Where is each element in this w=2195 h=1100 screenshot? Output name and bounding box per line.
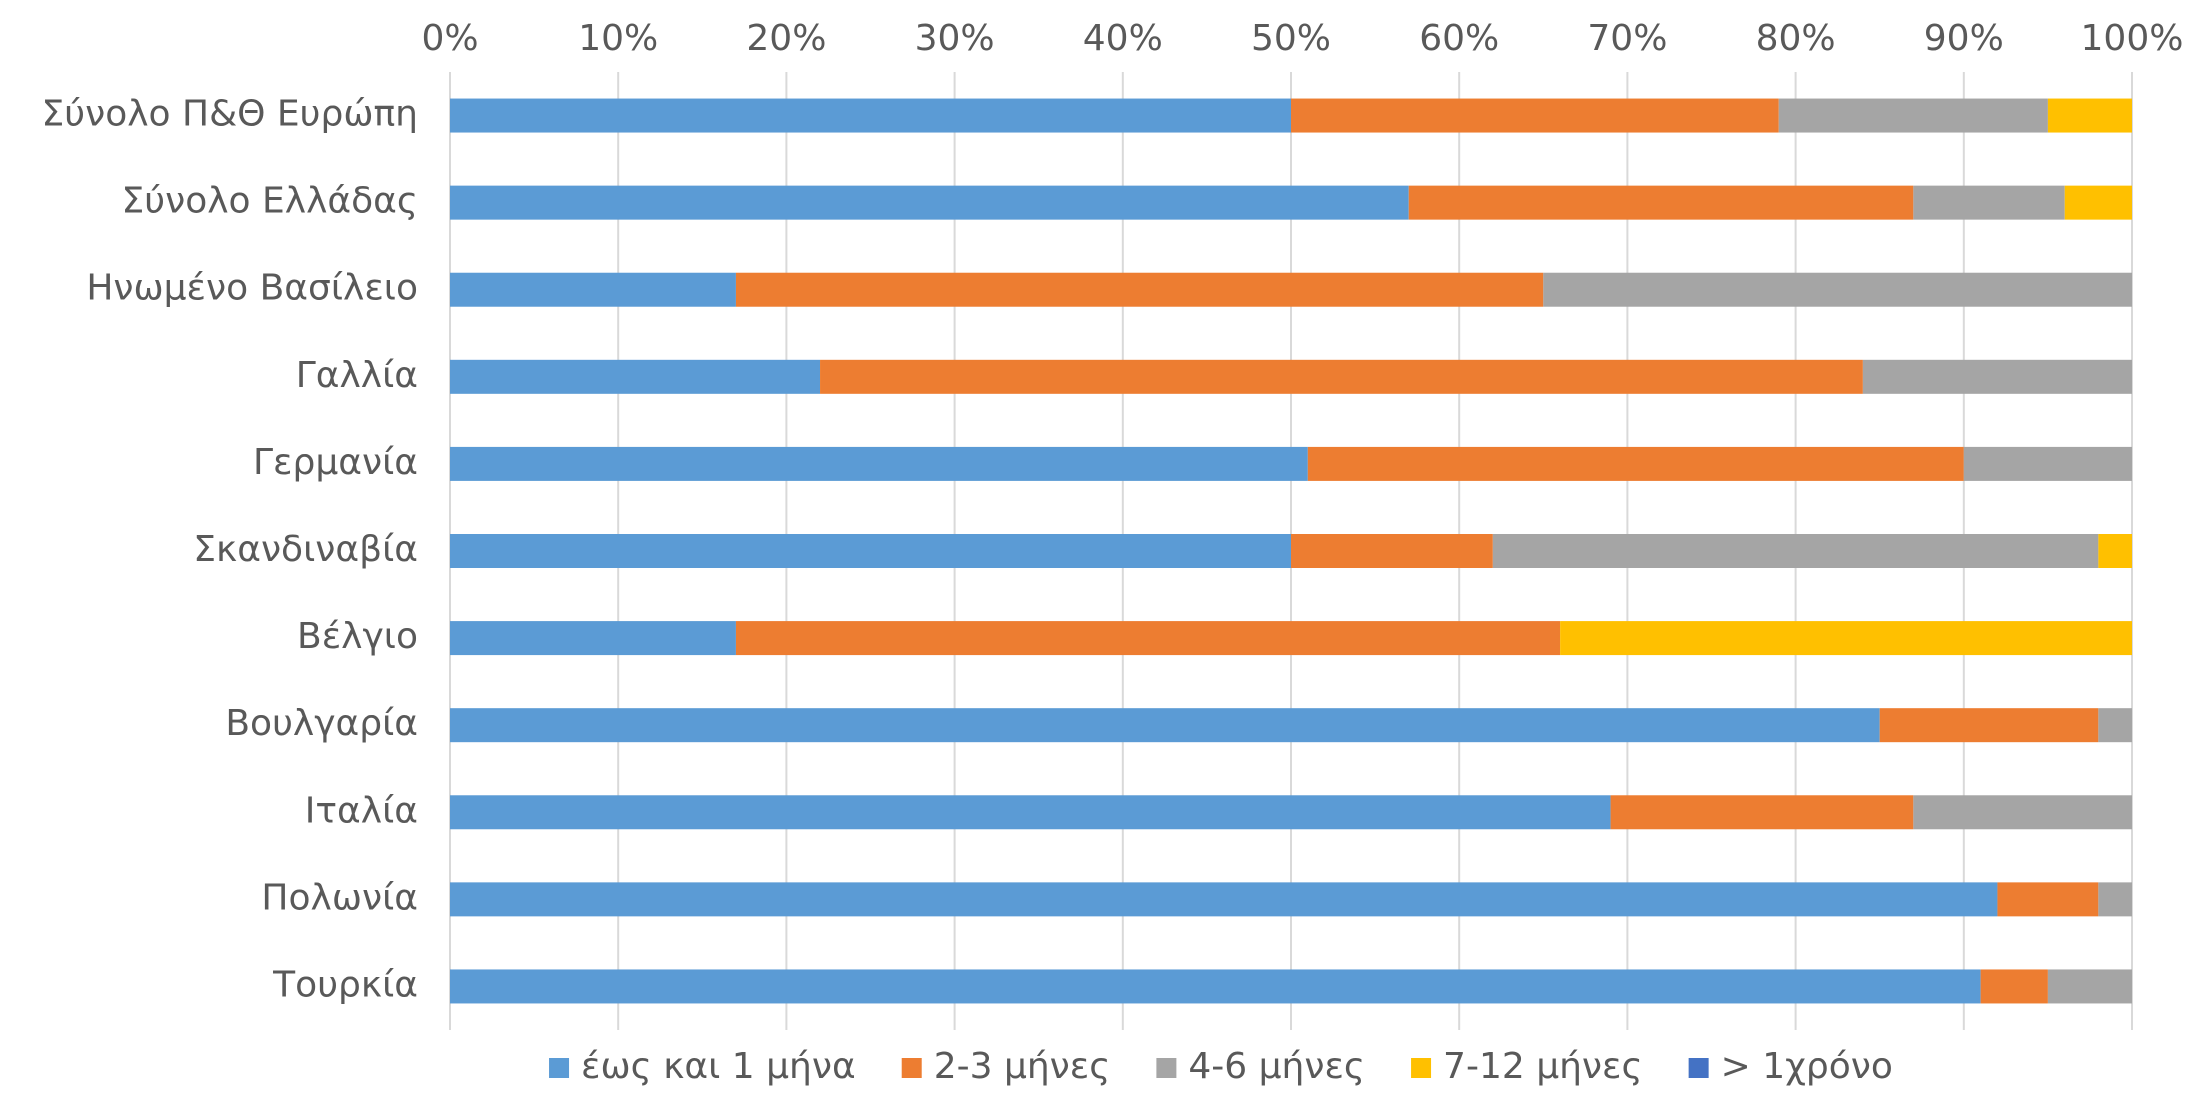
bar-segment	[1560, 621, 2132, 656]
legend-swatch	[901, 1058, 922, 1078]
bar-segment	[1543, 272, 2132, 307]
x-tick-label: 10%	[578, 18, 658, 59]
x-tick-label: 0%	[421, 18, 478, 59]
category-label: Πολωνία	[261, 877, 418, 918]
bar-segment	[2047, 98, 2132, 133]
bar-segment	[1307, 446, 1964, 481]
x-tick-label: 50%	[1251, 18, 1331, 59]
bar-segment	[1492, 534, 2099, 568]
bar-segment	[1778, 98, 2048, 133]
bar-segment	[2047, 969, 2132, 1004]
x-tick-label: 20%	[746, 18, 826, 59]
legend-item: > 1χρόνο	[1688, 1046, 1893, 1087]
bar-segment	[2098, 708, 2132, 743]
x-tick-label: 100%	[2081, 18, 2184, 59]
x-tick-label: 30%	[915, 18, 995, 59]
bar-segment	[735, 621, 1561, 656]
category-label: Σκανδιναβία	[193, 529, 418, 570]
category-label: Σύνολο Π&Θ Ευρώπη	[42, 94, 418, 135]
category-label: Ιταλία	[305, 790, 418, 831]
legend-swatch	[549, 1058, 570, 1078]
bar-segment	[735, 272, 1544, 307]
category-label: Σύνολο Ελλάδας	[122, 181, 418, 222]
bar-segment	[1997, 882, 2099, 917]
category-label: Γαλλία	[296, 355, 418, 396]
legend-label: 7-12 μήνες	[1443, 1046, 1643, 1087]
bar-segment	[1963, 446, 2132, 481]
legend-item: έως και 1 μήνα	[549, 1046, 856, 1087]
bar-segment	[450, 969, 1981, 1004]
legend: έως και 1 μήνα 2-3 μήνες 4-6 μήνες 7-12 μήν…	[549, 1046, 1893, 1087]
bar-segment	[450, 98, 1291, 133]
category-label: Γερμανία	[253, 442, 418, 483]
legend-label: 4-6 μήνες	[1188, 1046, 1365, 1087]
category-labels: Σύνολο Π&Θ Ευρώπη Σύνολο Ελλάδας Ηνωμένο Β…	[42, 94, 418, 1006]
bar-segment	[2098, 534, 2132, 568]
legend-label: 2-3 μήνες	[934, 1046, 1111, 1087]
x-tick-label: 40%	[1083, 18, 1163, 59]
bar-segment	[1291, 534, 1493, 568]
bar-segment	[2064, 185, 2132, 220]
legend-swatch	[1411, 1058, 1432, 1078]
bar-segment	[450, 359, 821, 394]
bar-segment	[1879, 708, 2099, 743]
legend-swatch	[1156, 1058, 1177, 1078]
bar-segment	[450, 534, 1291, 568]
bar-segment	[2098, 882, 2132, 917]
x-axis-ticks: 0% 10% 20% 30% 40% 50% 60% 70% 80% 90% 100%	[421, 18, 2183, 59]
legend-swatch	[1688, 1058, 1709, 1078]
category-label: Βουλγαρία	[225, 703, 418, 744]
category-label: Βέλγιο	[297, 616, 418, 657]
legend-label: > 1χρόνο	[1721, 1046, 1893, 1087]
bar-segment	[450, 882, 1998, 917]
legend-item: 4-6 μήνες	[1156, 1046, 1365, 1087]
legend-item: 2-3 μήνες	[901, 1046, 1111, 1087]
bar-segment	[1913, 795, 2132, 830]
bar-segment	[1913, 185, 2065, 220]
bar-segment	[1291, 98, 1779, 133]
category-label: Ηνωμένο Βασίλειο	[86, 268, 418, 309]
category-label: Τουρκία	[272, 964, 418, 1005]
x-tick-label: 80%	[1756, 18, 1836, 59]
bar-segment	[450, 621, 736, 656]
bar-segment	[450, 185, 1409, 220]
bar-segment	[1610, 795, 1914, 830]
bar-segment	[450, 795, 1611, 830]
bar-segment	[1408, 185, 1914, 220]
bar-segment	[450, 446, 1308, 481]
legend-item: 7-12 μήνες	[1411, 1046, 1643, 1087]
bar-segment	[450, 272, 736, 307]
bars	[450, 98, 2132, 1004]
legend-label: έως και 1 μήνα	[581, 1046, 856, 1087]
bar-segment	[1980, 969, 2048, 1004]
bar-segment	[450, 708, 1880, 743]
x-tick-label: 90%	[1924, 18, 2004, 59]
x-tick-label: 70%	[1587, 18, 1667, 59]
bar-segment	[1862, 359, 2132, 394]
bar-segment	[820, 359, 1863, 394]
x-tick-label: 60%	[1419, 18, 1499, 59]
